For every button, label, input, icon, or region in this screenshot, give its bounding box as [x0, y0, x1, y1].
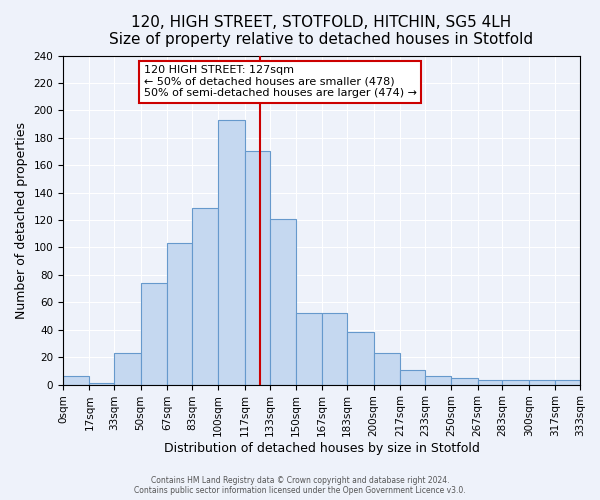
Bar [502, 380, 529, 384]
Bar [167, 244, 192, 384]
Bar [374, 353, 400, 384]
Bar [478, 380, 502, 384]
Bar [245, 152, 269, 384]
Title: 120, HIGH STREET, STOTFOLD, HITCHIN, SG5 4LH
Size of property relative to detach: 120, HIGH STREET, STOTFOLD, HITCHIN, SG5… [109, 15, 533, 48]
Bar [529, 380, 555, 384]
Bar [425, 376, 451, 384]
Y-axis label: Number of detached properties: Number of detached properties [15, 122, 28, 318]
Text: Contains HM Land Registry data © Crown copyright and database right 2024.
Contai: Contains HM Land Registry data © Crown c… [134, 476, 466, 495]
Bar [322, 314, 347, 384]
Bar [347, 332, 374, 384]
Bar [296, 314, 322, 384]
Bar [218, 120, 245, 384]
Bar [555, 380, 580, 384]
Bar [114, 353, 140, 384]
Bar [63, 376, 89, 384]
Bar [451, 378, 478, 384]
Bar [89, 383, 114, 384]
Text: 120 HIGH STREET: 127sqm
← 50% of detached houses are smaller (478)
50% of semi-d: 120 HIGH STREET: 127sqm ← 50% of detache… [144, 65, 417, 98]
Bar [192, 208, 218, 384]
Bar [140, 283, 167, 384]
Bar [400, 370, 425, 384]
Bar [269, 218, 296, 384]
X-axis label: Distribution of detached houses by size in Stotfold: Distribution of detached houses by size … [164, 442, 479, 455]
